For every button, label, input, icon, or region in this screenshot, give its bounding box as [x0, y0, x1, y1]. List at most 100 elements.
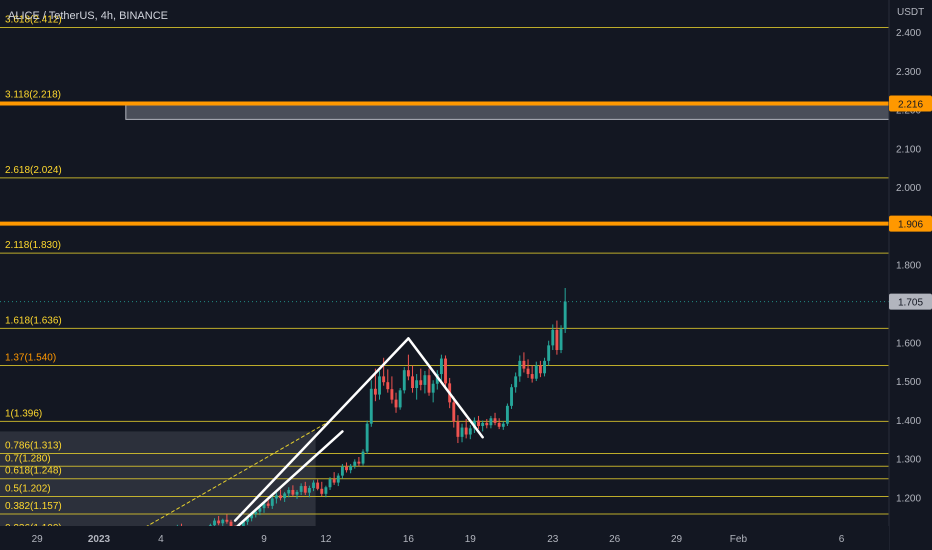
candle-up	[505, 403, 509, 426]
candle-up	[543, 357, 546, 377]
candle-body	[427, 375, 431, 393]
candle-down	[538, 360, 542, 378]
candle-body	[307, 488, 311, 493]
candle-body	[274, 495, 278, 499]
fib-level-label: 0.5(1.202)	[5, 484, 51, 495]
candle-body	[312, 482, 315, 489]
candle-body	[489, 418, 493, 426]
candle-up	[534, 361, 538, 382]
candle-up	[283, 491, 287, 502]
last-price-tag-bg	[889, 293, 932, 310]
candle-body	[386, 382, 390, 390]
candle-body	[340, 466, 344, 476]
candle-body	[250, 513, 254, 519]
y-tick-label: 2.100	[896, 144, 921, 155]
candle-body	[452, 402, 456, 422]
candle-up	[353, 459, 357, 469]
candle-body	[324, 487, 328, 494]
candle-up	[518, 355, 522, 382]
x-tick-label: 26	[609, 534, 621, 545]
candle-down	[357, 457, 361, 467]
fib-level-label: 0.786(1.313)	[5, 441, 62, 452]
x-tick-label: 19	[465, 534, 477, 545]
trend-line[interactable]	[233, 337, 410, 522]
candle-up	[299, 483, 303, 495]
x-tick-label: 29	[32, 534, 44, 545]
price-axis-panel[interactable]	[889, 0, 932, 550]
y-tick-label: 2.000	[896, 183, 921, 194]
dashed-trend-line[interactable]	[129, 419, 333, 537]
candle-down	[386, 369, 390, 393]
y-tick-label: 1.600	[896, 338, 921, 349]
candle-down	[485, 419, 489, 429]
candle-up	[221, 518, 225, 526]
last-price-tag: 1.705	[898, 298, 923, 309]
candle-body	[336, 475, 340, 483]
candle-up	[510, 384, 513, 409]
candle-down	[464, 419, 468, 439]
candle-body	[316, 482, 320, 489]
candle-body	[505, 405, 509, 424]
candle-up	[431, 380, 435, 403]
x-tick-label: 23	[547, 534, 559, 545]
candle-body	[270, 498, 274, 506]
candle-body	[444, 358, 447, 384]
candle-up	[270, 496, 274, 509]
candle-body	[534, 365, 538, 379]
candle-up	[365, 420, 369, 454]
candle-body	[563, 301, 567, 330]
candle-up	[324, 485, 328, 498]
y-tick-label: 1.400	[896, 416, 921, 427]
candle-down	[452, 396, 456, 428]
fib-zone[interactable]	[0, 431, 316, 537]
x-tick-label: 9	[261, 534, 267, 545]
candle-up	[481, 420, 485, 432]
candle-up	[514, 372, 518, 393]
candle-body	[439, 358, 443, 375]
candle-down	[303, 481, 307, 495]
fib-level-label: 0.382(1.157)	[5, 501, 62, 512]
time-axis-panel[interactable]	[0, 526, 889, 550]
candle-body	[217, 520, 221, 524]
fib-level-label: 2.618(2.024)	[5, 165, 62, 176]
fib-level-label: 3.118(2.218)	[5, 90, 61, 101]
trend-lines-layer[interactable]	[129, 337, 484, 537]
candle-down	[332, 472, 336, 485]
candle-body	[349, 465, 353, 471]
candle-down	[477, 415, 480, 430]
candle-down	[320, 481, 324, 497]
candle-body	[369, 388, 373, 424]
candle-body	[378, 376, 381, 395]
resistance-box[interactable]	[125, 104, 890, 120]
candle-body	[266, 503, 270, 506]
candle-down	[493, 412, 497, 426]
candle-body	[382, 376, 386, 383]
y-tick-label: 2.300	[896, 67, 921, 78]
candle-body	[225, 519, 229, 522]
candle-body	[258, 508, 262, 512]
candle-up	[460, 423, 464, 443]
candle-down	[291, 485, 295, 497]
candle-body	[497, 422, 501, 427]
trend-line[interactable]	[231, 430, 344, 532]
candle-down	[526, 359, 530, 378]
candle-up	[287, 487, 291, 498]
candle-up	[295, 489, 299, 499]
candle-body	[456, 421, 460, 437]
x-tick-label: 4	[158, 534, 164, 545]
candle-body	[551, 329, 555, 346]
candle-down	[345, 462, 348, 473]
candles-layer	[118, 288, 567, 538]
candle-body	[477, 420, 480, 426]
x-tick-label: 16	[403, 534, 415, 545]
candle-up	[415, 374, 419, 400]
trend-line[interactable]	[407, 337, 484, 439]
currency-label: USDT	[897, 7, 924, 18]
level-price-tag-bg	[889, 215, 932, 232]
candle-body	[283, 493, 287, 499]
candle-up	[501, 421, 505, 430]
candle-up	[336, 473, 340, 487]
